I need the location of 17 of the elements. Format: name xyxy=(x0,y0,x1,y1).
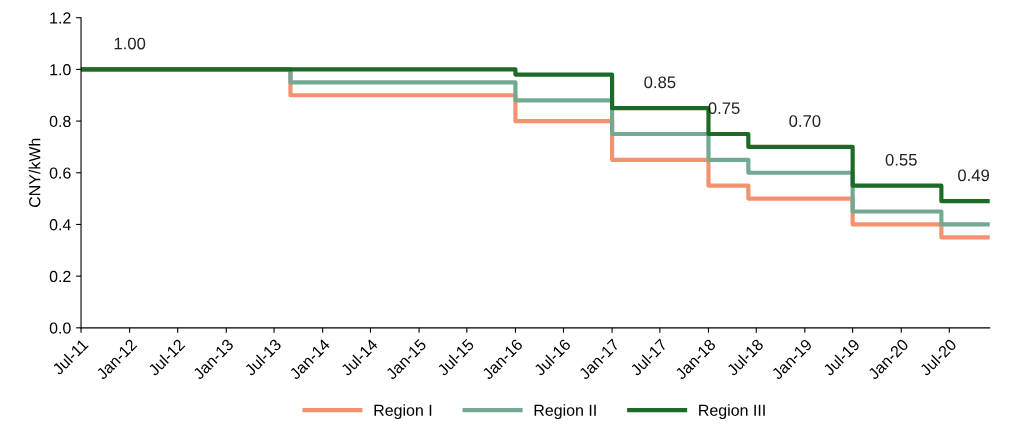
y-tick-label: 1.2 xyxy=(50,12,71,24)
annotation: 0.75 xyxy=(708,102,740,115)
annotation: 0.55 xyxy=(885,153,917,166)
y-tick-label: 0.6 xyxy=(49,167,71,179)
y-tick-label: 0.0 xyxy=(49,322,71,334)
annotation: 0.85 xyxy=(644,76,676,89)
y-tick-label: 0.4 xyxy=(49,219,71,231)
y-axis-title: CNY/kWh xyxy=(28,138,41,208)
annotation: 0.49 xyxy=(958,169,990,182)
legend-label: Region I xyxy=(374,404,432,420)
y-tick-label: 0.2 xyxy=(49,270,71,283)
y-tick-label: 0.8 xyxy=(49,115,71,128)
legend-label: Region II xyxy=(534,404,596,420)
legend-label: Region III xyxy=(699,404,765,420)
y-tick-label: 1.0 xyxy=(50,64,71,76)
annotation: 0.70 xyxy=(789,115,821,127)
annotation: 1.00 xyxy=(114,37,146,50)
